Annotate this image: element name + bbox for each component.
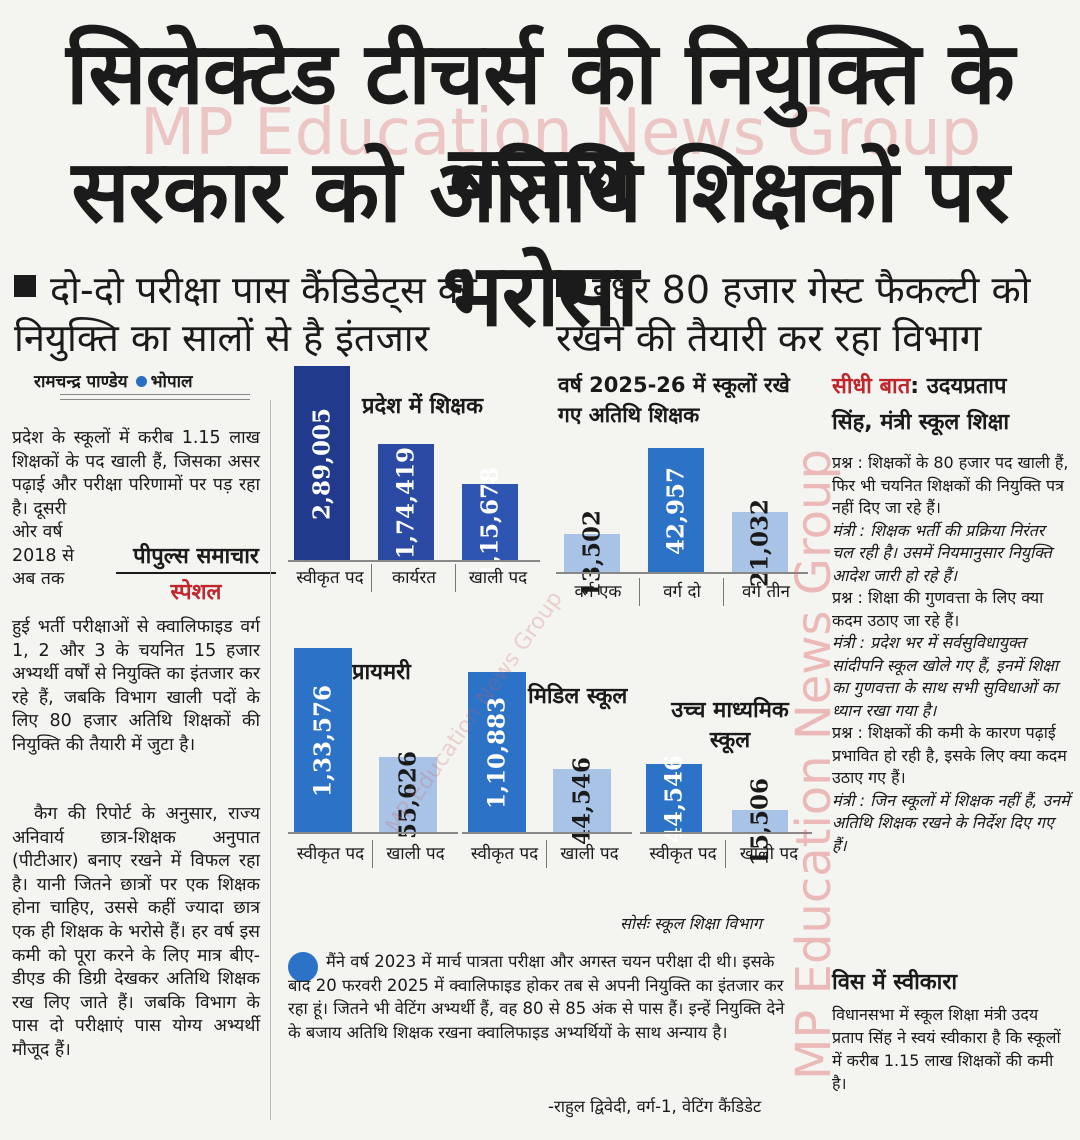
bar-2-3: 21,032 (732, 499, 788, 587)
bar-2-2: 42,957 (648, 448, 704, 574)
chart-higher-secondary: 44,546 स्वीकृत पद 15,506 खाली पद (640, 755, 812, 868)
x-axis-separator (371, 564, 372, 592)
chart-middle: 1,10,883 स्वीकृत पद 44,546 खाली पद (462, 672, 632, 868)
x-axis-label: स्वीकृत पद (649, 844, 717, 864)
byline: रामचन्द्र पाण्डेय भोपाल (34, 369, 193, 392)
article-p1-a: प्रदेश के स्कूलों में करीब 1.15 लाख शिक्… (12, 428, 260, 519)
bar-3-2: 55,626 (379, 751, 437, 839)
article-p1-b: ओर वर्ष 2018 से अब तक (12, 521, 112, 592)
interview-name-line-2: सिंह, मंत्री स्कूल शिक्षा (832, 410, 1010, 435)
quote-icon (288, 952, 318, 982)
chart-guest-teachers: 13,502 वर्ग एक 42,957 वर्ग दो 21,032 वर्ग तीन (556, 448, 810, 606)
bar-5-1: 44,546 (646, 755, 702, 843)
quote-text: मैंने वर्ष 2023 में मार्च पात्रता परीक्ष… (288, 952, 785, 1042)
dot-icon (135, 376, 147, 387)
answer-2: मंत्री : प्रदेश भर में सर्वसुविधायुक्त स… (832, 633, 1059, 720)
brand-special: स्पेशल (170, 580, 222, 605)
brand-box: पीपुल्स समाचार स्पेशल (116, 540, 276, 606)
interview-heading: सीधी बात: उदयप्रताप (832, 372, 1072, 402)
bar-1-3: 1,15,678 (462, 467, 518, 579)
article-p1-b-line-1: ओर वर्ष (12, 522, 63, 542)
x-axis-label: वर्ग दो (663, 582, 701, 602)
interview-label: सीधी बात (832, 374, 911, 399)
headline-line-1: सिलेक्टेड टीचर्स की नियुक्ति के बजाय (66, 24, 1015, 228)
left-subhead-line-2: नियुक्ति का सालों से है इंतजार (14, 316, 430, 360)
article-p1-b-line-3: अब तक (12, 569, 65, 590)
chart-source: सोर्सः स्कूल शिक्षा विभाग (620, 914, 762, 933)
quote-attribution: -राहुल द्विवेदी, वर्ग-1, वेटिंग कैंडिडेट (548, 1097, 762, 1116)
right-subhead: इधर 80 हजार गेस्ट फैकल्टी को रखने की तैय… (556, 266, 1076, 362)
chart-baseline (640, 832, 812, 834)
byline-rule (60, 394, 250, 400)
bar-4-2: 44,546 (553, 757, 611, 845)
bar-value-label: 1,33,576 (309, 684, 337, 798)
bar-1-1: 2,89,005 (294, 366, 350, 562)
x-axis-separator (455, 564, 456, 592)
watermark-top: MP Education News Group (140, 96, 982, 170)
x-axis-label: स्वीकृत पद (296, 568, 364, 588)
bar-2-1: 13,502 (564, 510, 620, 598)
chart-baseline (288, 832, 458, 834)
x-axis-label: खाली पद (468, 568, 528, 588)
bar-value-label: 1,74,419 (392, 446, 420, 559)
bar-value-label: 42,957 (662, 466, 690, 556)
x-axis-separator (723, 578, 724, 606)
question-3: प्रश्न : शिक्षकों की कमी के कारण पढ़ाई प… (832, 723, 1067, 787)
x-axis-separator (725, 840, 726, 868)
column-divider (270, 400, 271, 1120)
chart-baseline (288, 560, 540, 562)
byline-place: भोपाल (150, 372, 193, 392)
question-2: प्रश्न : शिक्षा की गुणवत्ता के लिए क्या … (832, 588, 1044, 630)
chart-4-title: मिडिल स्कूल (528, 684, 628, 709)
byline-author: रामचन्द्र पाण्डेय (34, 372, 128, 392)
x-axis-separator (372, 840, 373, 868)
headline-line-2: सरकार को अतिथि शिक्षकों पर भरोसा (71, 142, 1010, 346)
bar-3-1: 1,33,576 (294, 648, 352, 834)
interview-qa: प्रश्न : शिक्षकों के 80 हजार पद खाली हैं… (832, 452, 1070, 857)
x-axis-separator (639, 578, 640, 606)
x-axis-label: वर्ग तीन (742, 582, 790, 602)
chart-baseline (556, 572, 808, 574)
bar-4-1: 1,10,883 (468, 672, 526, 834)
answer-3: मंत्री : जिन स्कूलों में शिक्षक नहीं हैं… (832, 790, 1070, 855)
bullet-square-icon (556, 275, 578, 297)
right-subhead-line-2: रखने की तैयारी कर रहा विभाग (556, 316, 982, 360)
x-axis-label: वर्ग एक (574, 582, 622, 602)
x-axis-separator (546, 840, 547, 868)
left-subhead: दो-दो परीक्षा पास कैंडिडेट्स को नियुक्ति… (14, 266, 534, 362)
article-p2: कैग की रिपोर्ट के अनुसार, राज्य अनिवार्य… (12, 804, 260, 1060)
interview-name: : उदयप्रताप (910, 374, 1007, 399)
right-subhead-line-1: इधर 80 हजार गेस्ट फैकल्टी को (592, 268, 1031, 312)
watermark-vertical: MP Education News Group (786, 449, 842, 1080)
x-axis-label: कार्यरत (392, 568, 436, 588)
answer-1: मंत्री : शिक्षक भर्ती की प्रक्रिया निरंत… (832, 520, 1052, 585)
article-p1-c: हुई भर्ती परीक्षाओं से क्वालिफाइड वर्ग 1… (12, 617, 260, 755)
bullet-square-icon (14, 275, 36, 297)
accepted-heading: विस में स्वीकारा (832, 970, 958, 995)
bar-1-2: 1,74,419 (378, 443, 434, 562)
chart-3-title: प्रायमरी (352, 660, 411, 685)
chart-1-title: प्रदेश में शिक्षक (362, 394, 483, 419)
left-subhead-line-1: दो-दो परीक्षा पास कैंडिडेट्स को (50, 268, 477, 312)
chart-baseline (462, 832, 632, 834)
chart-teachers: 2,89,005 स्वीकृत पद 1,74,419 कार्यरत 1,15,67… (288, 364, 540, 592)
x-axis-label: स्वीकृत पद (470, 844, 539, 864)
bar-value-label: 2,89,005 (308, 407, 336, 521)
bar-value-label: 44,546 (660, 754, 688, 844)
x-axis-label: स्वीकृत पद (296, 844, 365, 864)
bar-5-2: 15,506 (732, 778, 788, 866)
x-axis-label: खाली पद (560, 844, 619, 864)
brand-name: पीपुल्स समाचार (116, 540, 276, 574)
question-1: प्रश्न : शिक्षकों के 80 हजार पद खाली हैं… (832, 453, 1069, 517)
chart-primary: 1,33,576 स्वीकृत पद 55,626 खाली पद (288, 648, 458, 868)
article-p1-b-line-2: 2018 से (12, 545, 74, 566)
chart-2-title: वर्ष 2025-26 में स्कूलों रखे गए अतिथि शि… (558, 373, 790, 427)
x-axis-label: खाली पद (386, 844, 445, 864)
x-axis-label: खाली पद (739, 844, 799, 864)
chart-5-title: उच्च माध्यमिक स्कूल (671, 698, 789, 753)
accepted-text: विधानसभा में स्कूल शिक्षा मंत्री उदय प्र… (832, 1005, 1061, 1093)
